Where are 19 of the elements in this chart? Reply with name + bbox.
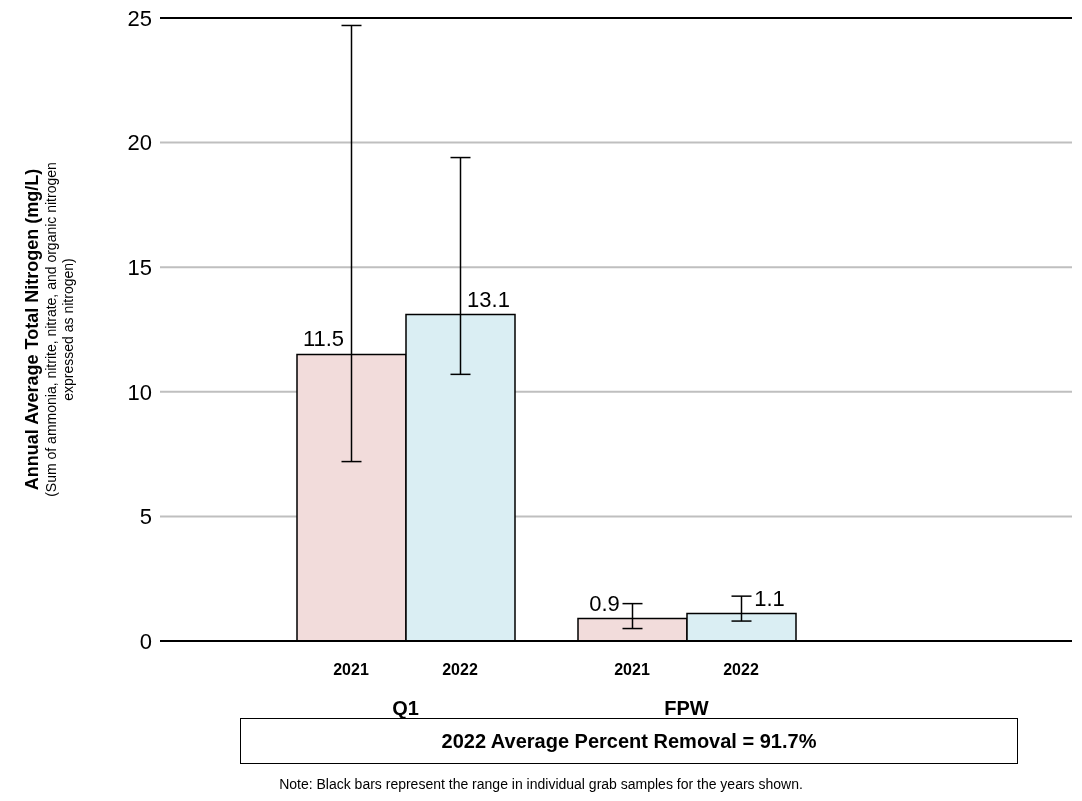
y-tick-label: 25: [127, 5, 152, 31]
y-axis-title: Annual Average Total Nitrogen (mg/L) (Sum of ammonia, nitrite, nitrate, and organic nitrogen expressed as nitrogen): [22, 162, 76, 497]
data-label: 1.1: [754, 585, 785, 611]
series-label: 2022: [442, 661, 478, 678]
text: 2021: [614, 661, 650, 678]
series-label: 2021: [333, 661, 369, 678]
y-tick-label: 10: [127, 379, 152, 405]
y-tick-label: 5: [139, 504, 152, 530]
y-tick-label: 20: [127, 130, 152, 156]
data-label: 13.1: [467, 286, 510, 312]
data-label: 11.5: [302, 326, 345, 352]
text: 2022 Average Percent Removal = 91.7%: [240, 718, 1018, 764]
y-tick-label: 15: [127, 255, 152, 281]
text: Note: Black bars represent the range in individual grab samples for the years shown.: [278, 776, 804, 792]
x-tick-label: FPW: [664, 697, 709, 719]
y-tick-label: 0: [139, 628, 152, 654]
x-tick-label: Q1: [392, 697, 419, 719]
text: 2022: [723, 661, 759, 678]
data-label: 0.9: [589, 590, 620, 616]
